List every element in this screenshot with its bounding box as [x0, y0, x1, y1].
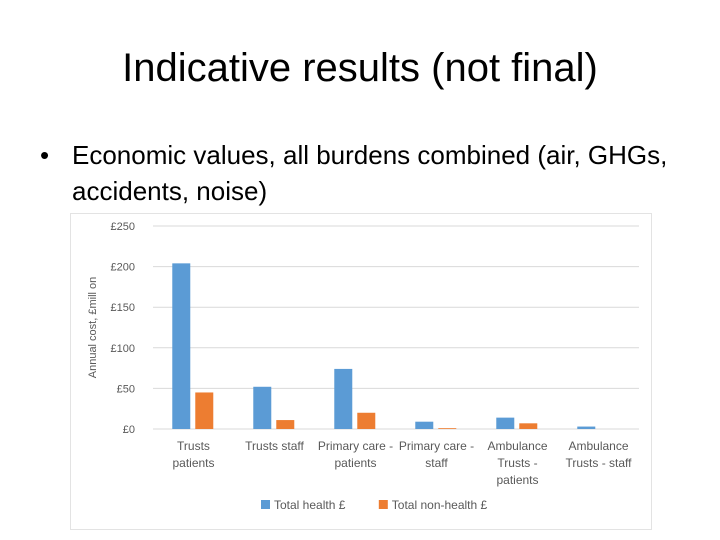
- bar: [334, 368, 353, 429]
- legend-label: Total health £: [274, 498, 346, 512]
- x-tick-label: patients: [172, 456, 214, 470]
- slide-title: Indicative results (not final): [122, 46, 598, 90]
- y-tick-label: £0: [123, 424, 135, 436]
- bar: [438, 428, 457, 429]
- y-tick-label: £250: [111, 221, 135, 233]
- bullet-symbol: •: [40, 140, 50, 170]
- bullet-text: Economic values, all burdens combined (a…: [72, 140, 668, 206]
- legend-swatch: [378, 500, 388, 509]
- x-tick-label: Ambulance: [568, 439, 628, 453]
- y-tick-label: £100: [111, 343, 135, 355]
- x-tick-label: Primary care -: [318, 439, 393, 453]
- x-tick-label: Trusts -: [497, 456, 537, 470]
- bar: [496, 417, 515, 429]
- bar: [415, 421, 434, 429]
- bar: [519, 423, 538, 429]
- bar: [577, 426, 596, 429]
- x-tick-label: Primary care -: [399, 439, 474, 453]
- x-tick-label: Trusts - staff: [565, 456, 632, 470]
- y-tick-label: £50: [117, 383, 135, 395]
- legend-swatch: [261, 500, 270, 509]
- y-tick-label: £150: [111, 302, 135, 314]
- x-tick-label: patients: [496, 473, 538, 487]
- legend-label: Total non-health £: [392, 498, 488, 512]
- x-tick-label: Trusts: [177, 439, 210, 453]
- chart-panel: £0 £50 £100 £150 £200 £250 Annual cost, £mill …: [70, 213, 652, 530]
- bar: [276, 420, 295, 429]
- y-axis-label: Annual cost, £mill on: [87, 277, 99, 379]
- x-tick-label: Ambulance: [487, 439, 547, 453]
- bar: [195, 392, 214, 429]
- bar: [172, 263, 191, 429]
- x-tick-label: Trusts staff: [245, 439, 304, 453]
- bar-chart: £0 £50 £100 £150 £200 £250 Annual cost, £mill …: [87, 221, 639, 512]
- x-tick-label: patients: [334, 456, 376, 470]
- bar: [253, 386, 272, 429]
- bar: [357, 412, 376, 429]
- x-tick-label: staff: [425, 456, 448, 470]
- y-tick-label: £200: [111, 262, 135, 274]
